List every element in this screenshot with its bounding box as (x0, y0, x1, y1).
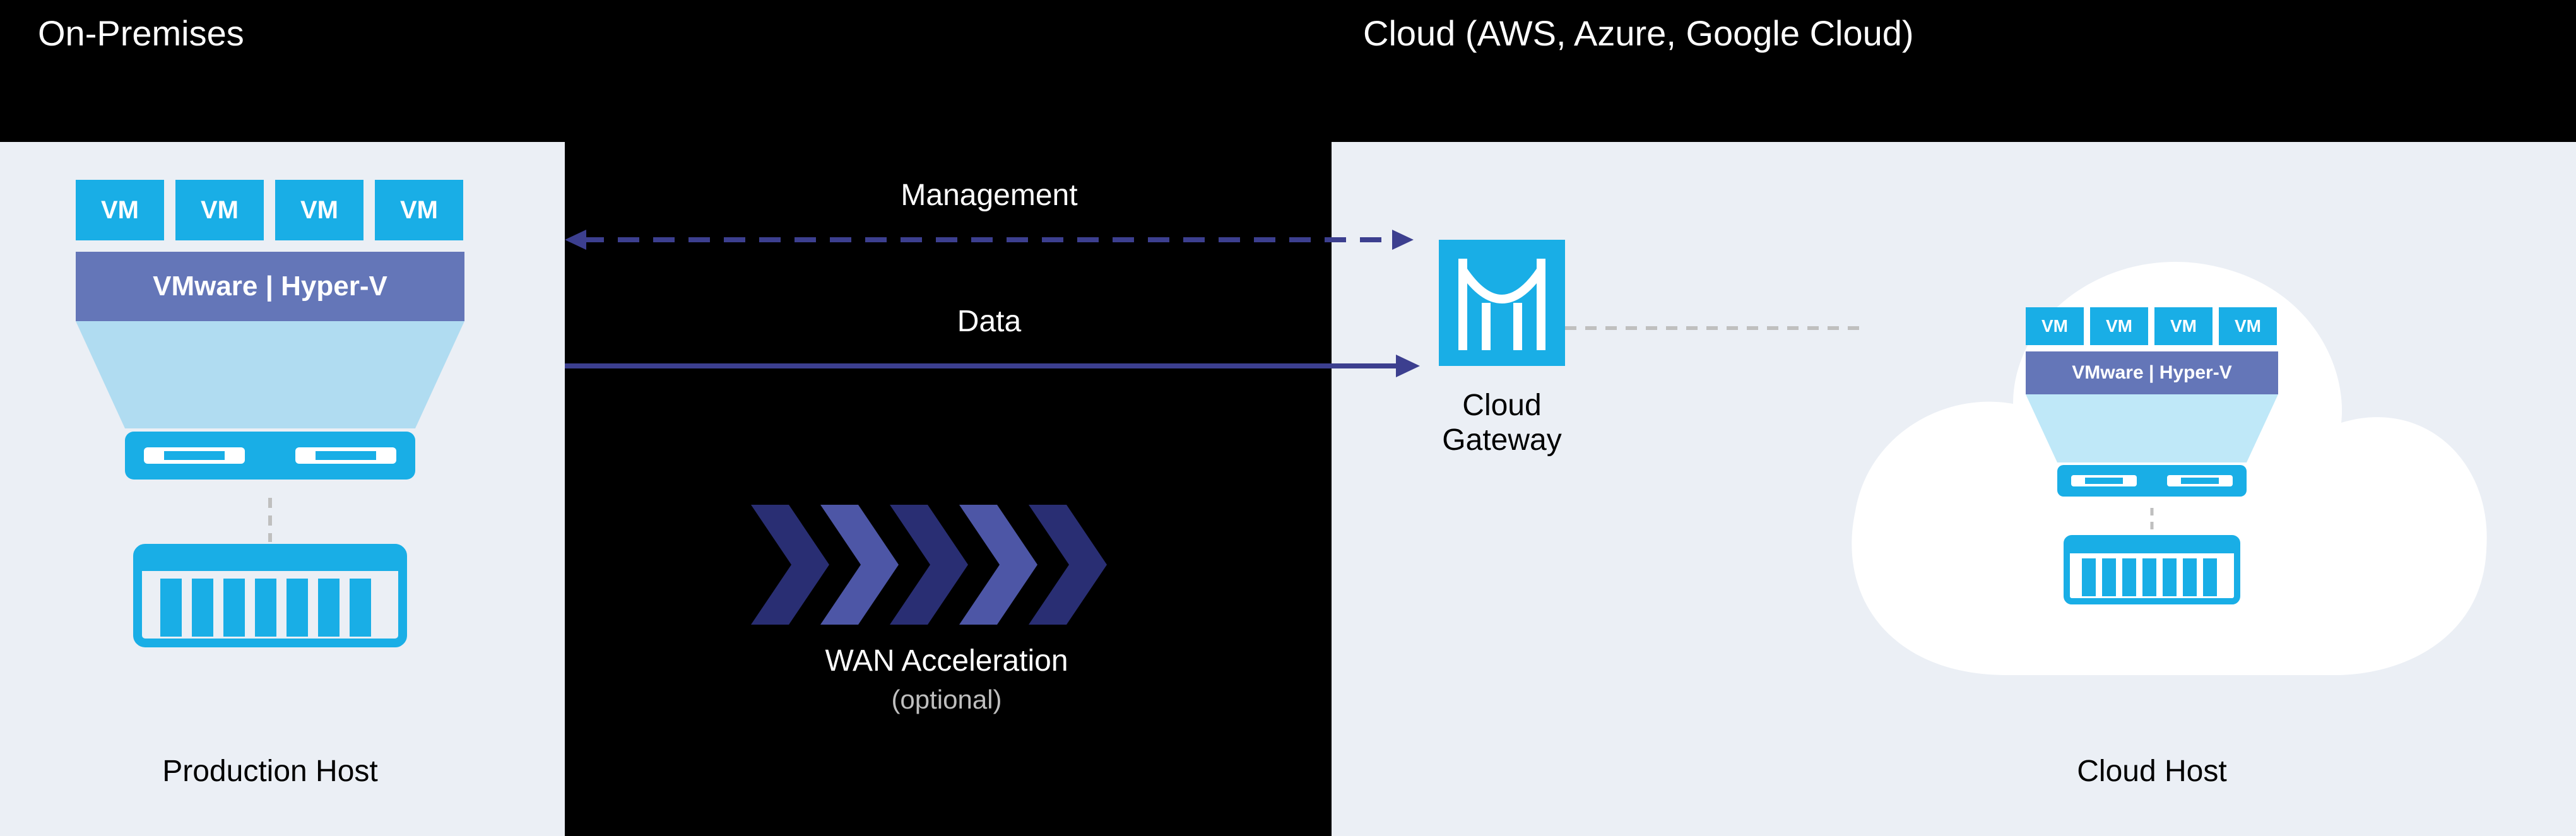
wan-optional-label: (optional) (694, 685, 1199, 715)
wan-chevrons-icon (751, 505, 1142, 625)
prod-storage-icon (76, 542, 464, 649)
prod-vm-4: VM (375, 180, 463, 240)
cloud-gateway-icon (1439, 240, 1565, 366)
prod-hypervisor: VMware | Hyper-V (76, 252, 464, 321)
production-host-label: Production Host (76, 754, 464, 789)
data-label: Data (565, 304, 1414, 339)
wan-acceleration-label: WAN Acceleration (694, 644, 1199, 678)
cloud-gateway-label-text: Cloud Gateway (1442, 389, 1561, 457)
cloud-vm-3: VM (2154, 307, 2213, 345)
prod-funnel-server-icon (76, 321, 464, 498)
gateway-cloud-link-icon (1565, 324, 1862, 332)
prod-vm-2: VM (175, 180, 264, 240)
prod-storage-link-icon (76, 498, 464, 542)
cloud-vm-2: VM (2090, 307, 2148, 345)
data-arrow-icon (565, 352, 1420, 380)
management-label: Management (565, 178, 1414, 213)
cloud-vm-row: VM VM VM VM (2026, 307, 2278, 345)
cloud-storage-icon (2026, 534, 2278, 605)
cloud-hypervisor: VMware | Hyper-V (2026, 351, 2278, 394)
cloud-vm-1: VM (2026, 307, 2084, 345)
prod-vm-row: VM VM VM VM (76, 180, 464, 240)
zone-cloud-title: Cloud (AWS, Azure, Google Cloud) (1363, 13, 1914, 54)
prod-vm-3: VM (275, 180, 363, 240)
management-arrow-icon (565, 226, 1414, 254)
cloud-host-label: Cloud Host (1988, 754, 2316, 789)
production-stack: VM VM VM VM VMware | Hyper-V (76, 180, 464, 649)
cloud-host-stack: VM VM VM VM VMware | Hyper-V (2026, 307, 2278, 605)
zone-onprem-title: On-Premises (38, 13, 244, 54)
cloud-vm-4: VM (2219, 307, 2277, 345)
prod-vm-1: VM (76, 180, 164, 240)
cloud-gateway-label: Cloud Gateway (1401, 388, 1603, 457)
cloud-storage-link-icon (2026, 508, 2278, 534)
cloud-funnel-server-icon (2026, 394, 2278, 508)
